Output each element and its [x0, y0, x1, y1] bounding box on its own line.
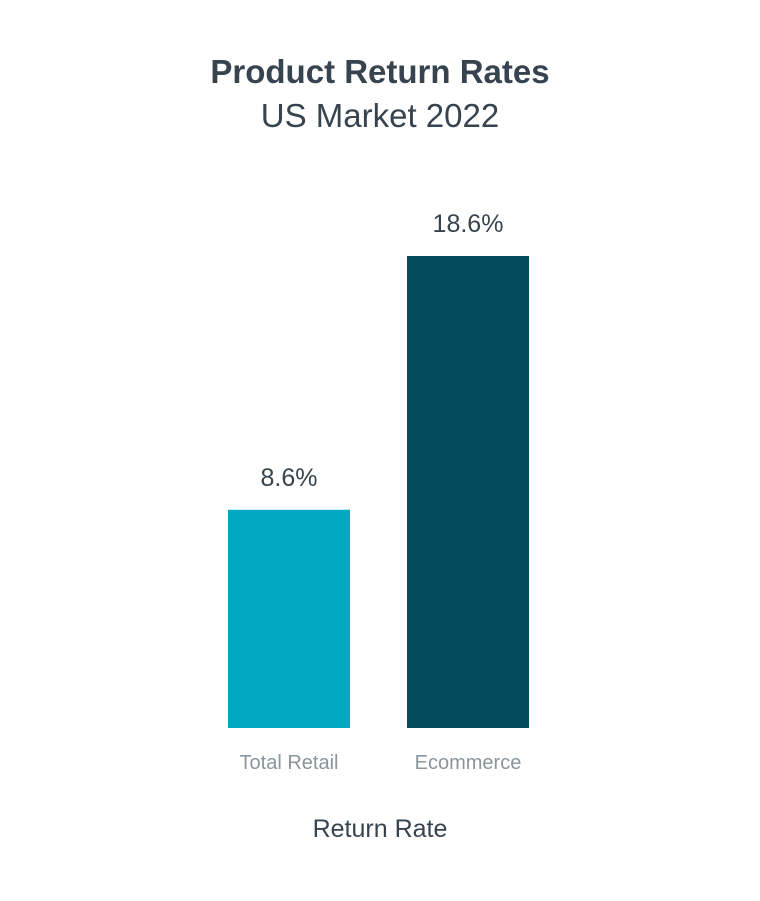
bar-ecommerce [407, 256, 529, 728]
data-label-ecommerce: 18.6% [433, 210, 504, 238]
chart-title: Product Return Rates [210, 53, 550, 90]
category-label-ecommerce: Ecommerce [415, 752, 522, 774]
x-axis-label: Return Rate [312, 815, 448, 843]
bar-total-retail [228, 509, 350, 728]
chart-subtitle: US Market 2022 [260, 97, 500, 134]
data-label-total-retail: 8.6% [261, 464, 318, 492]
category-label-total-retail: Total Retail [240, 752, 339, 774]
